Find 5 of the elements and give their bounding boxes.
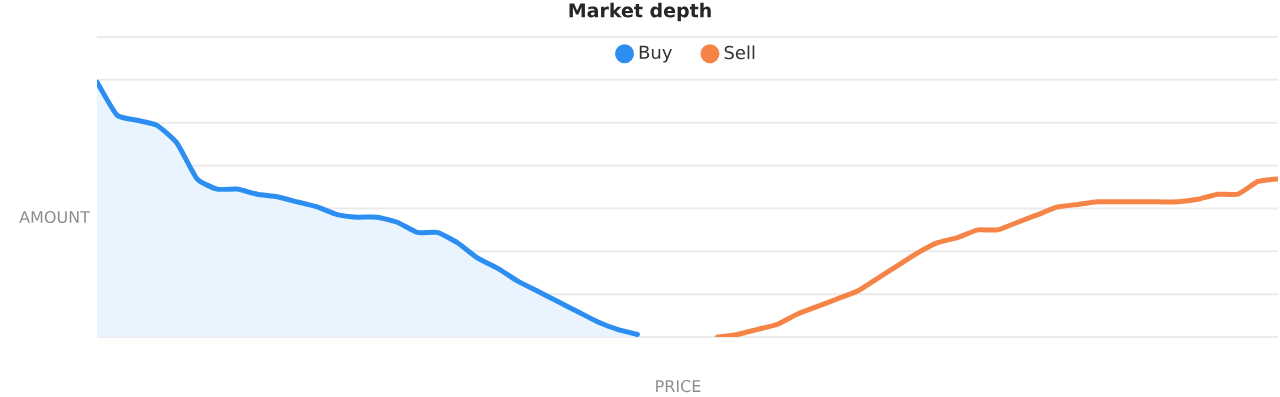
x-axis-title: PRICE [656, 380, 701, 393]
legend-label: Buy [639, 45, 672, 63]
legend-label: Sell [724, 45, 755, 60]
y-axis-title: AMOUNT [19, 210, 90, 224]
chart-title: Market depth [569, 2, 711, 22]
